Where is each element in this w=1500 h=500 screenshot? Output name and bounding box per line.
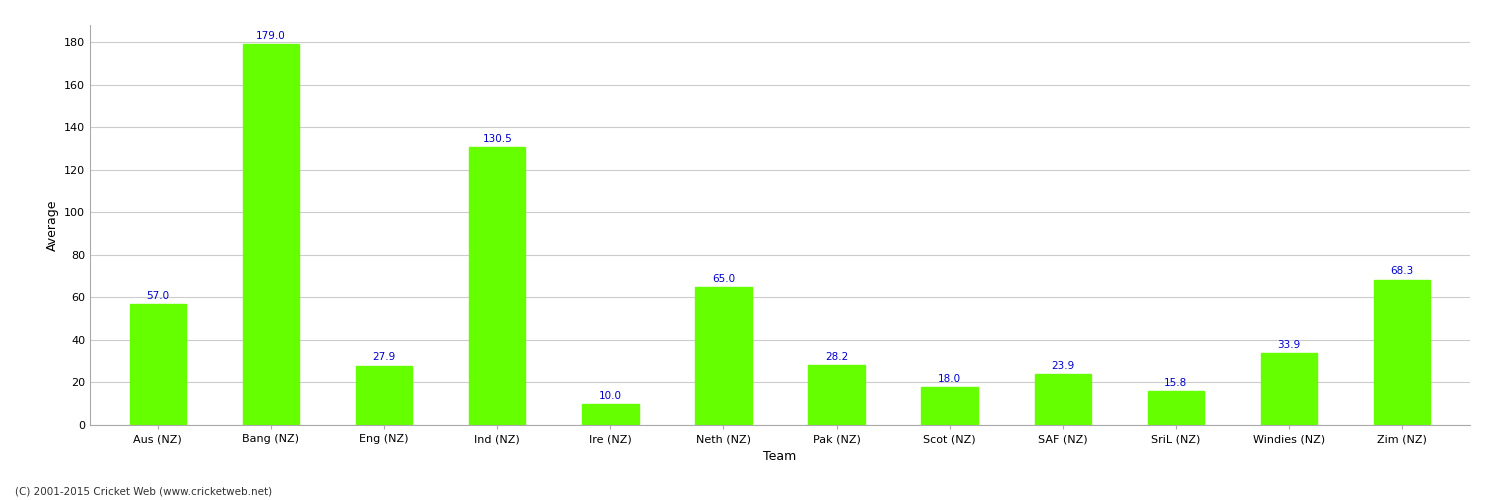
Bar xyxy=(243,44,300,425)
Bar xyxy=(129,304,186,425)
Text: 179.0: 179.0 xyxy=(256,31,286,41)
Y-axis label: Average: Average xyxy=(45,199,58,251)
Bar xyxy=(1148,392,1204,425)
Text: 18.0: 18.0 xyxy=(938,374,962,384)
Bar xyxy=(808,365,865,425)
Text: 23.9: 23.9 xyxy=(1052,361,1074,371)
Text: 130.5: 130.5 xyxy=(483,134,512,144)
Bar xyxy=(356,366,413,425)
Text: (C) 2001-2015 Cricket Web (www.cricketweb.net): (C) 2001-2015 Cricket Web (www.cricketwe… xyxy=(15,487,272,497)
Bar xyxy=(1374,280,1431,425)
Text: 15.8: 15.8 xyxy=(1164,378,1188,388)
Text: 27.9: 27.9 xyxy=(372,352,396,362)
X-axis label: Team: Team xyxy=(764,450,796,462)
Text: 10.0: 10.0 xyxy=(598,390,622,400)
Bar xyxy=(582,404,639,425)
Text: 28.2: 28.2 xyxy=(825,352,848,362)
Text: 33.9: 33.9 xyxy=(1278,340,1300,349)
Text: 68.3: 68.3 xyxy=(1390,266,1414,276)
Bar xyxy=(921,386,978,425)
Bar xyxy=(694,286,752,425)
Bar xyxy=(1035,374,1090,425)
Text: 65.0: 65.0 xyxy=(712,274,735,283)
Text: 57.0: 57.0 xyxy=(147,290,170,300)
Bar xyxy=(470,148,525,425)
Bar xyxy=(1260,353,1317,425)
